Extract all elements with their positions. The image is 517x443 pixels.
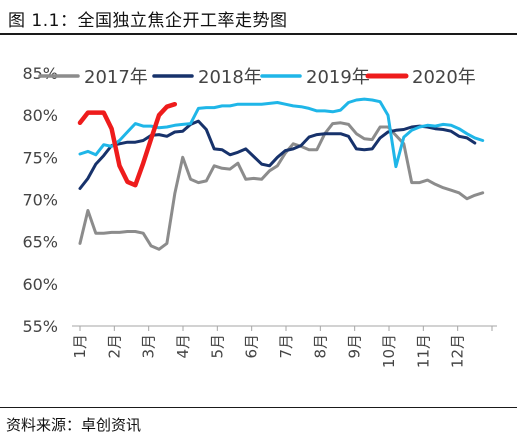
plot-area: 55% 60% 65% 70% 75% 80% 85% 1月 2月 3月 4月 5月 6月 7月 8月 9月 1…	[22, 64, 497, 368]
y-tick-label: 85%	[22, 64, 58, 83]
figure-header: 图 1.1：全国独立焦企开工率走势图	[0, 0, 517, 36]
footer-divider	[0, 407, 517, 408]
x-tick-label: 4月	[174, 334, 192, 359]
legend-item-2020: 2020年	[365, 67, 476, 88]
series-line-2017	[78, 121, 485, 251]
x-tick-label: 1月	[71, 334, 89, 359]
x-tick-label: 11月	[414, 334, 432, 368]
y-tick-label: 70%	[22, 191, 58, 210]
x-tick-label: 7月	[277, 334, 295, 359]
y-tick-label: 65%	[22, 233, 58, 252]
x-tick-label: 10月	[380, 334, 398, 368]
legend-label: 2017年	[84, 67, 148, 88]
y-tick-label: 60%	[22, 275, 58, 294]
x-tick-label: 8月	[311, 334, 329, 359]
figure-title: 图 1.1：全国独立焦企开工率走势图	[8, 11, 288, 31]
legend-item-2019: 2019年	[260, 67, 370, 88]
x-tick-label: 3月	[140, 334, 158, 359]
source-note: 资料来源：卓创资讯	[6, 416, 142, 434]
x-tick-label: 9月	[346, 334, 364, 359]
legend-label: 2019年	[306, 67, 370, 88]
x-tick-label: 2月	[105, 334, 123, 359]
y-tick-label: 55%	[22, 317, 58, 336]
series-line-2019	[78, 97, 485, 169]
line-chart: 55% 60% 65% 70% 75% 80% 85% 1月 2月 3月 4月 5月 6月 7月 8月 9月 1…	[22, 64, 497, 368]
legend-item-2018: 2018年	[152, 67, 262, 88]
x-tick-label: 5月	[208, 334, 226, 359]
y-tick-label: 80%	[22, 106, 58, 125]
series-line-2018	[78, 119, 477, 190]
header-divider	[0, 33, 517, 35]
legend-label: 2018年	[198, 67, 262, 88]
legend-label: 2020年	[412, 67, 476, 88]
series-line-2020	[77, 101, 178, 188]
y-tick-label: 75%	[22, 148, 58, 167]
x-tick-label: 6月	[243, 334, 261, 359]
legend-item-2017: 2017年	[38, 67, 148, 88]
x-tick-label: 12月	[449, 334, 467, 368]
